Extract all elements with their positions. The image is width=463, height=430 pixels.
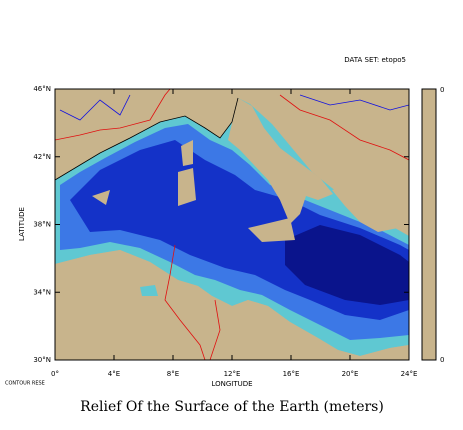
- x-tick-label: 12°E: [224, 370, 241, 378]
- x-tick-label: 4°E: [108, 370, 120, 378]
- x-tick-label: 20°E: [342, 370, 359, 378]
- colorbar-label: 0: [440, 86, 444, 94]
- y-tick-label: 38°N: [33, 221, 51, 229]
- title: Relief Of the Surface of the Earth (mete…: [80, 399, 384, 415]
- colorbar-label: 0: [440, 356, 444, 364]
- x-tick-label: 0°: [51, 370, 59, 378]
- colorbar: [421, 88, 437, 361]
- map-area: [55, 89, 409, 360]
- x-tick-label: 16°E: [283, 370, 300, 378]
- y-tick-label: 34°N: [33, 288, 51, 296]
- dataset-label: DATA SET: etopo5: [344, 56, 406, 64]
- y-tick-label: 42°N: [33, 153, 51, 161]
- footnote: CONTOUR RESE: [5, 381, 45, 387]
- x-tick-label: 24°E: [401, 370, 418, 378]
- x-tick-label: 8°E: [167, 370, 179, 378]
- x-axis-label: LONGITUDE: [211, 380, 252, 388]
- y-tick-label: 30°N: [33, 356, 51, 364]
- y-axis-label: LATITUDE: [18, 207, 26, 241]
- y-tick-label: 46°N: [33, 85, 51, 93]
